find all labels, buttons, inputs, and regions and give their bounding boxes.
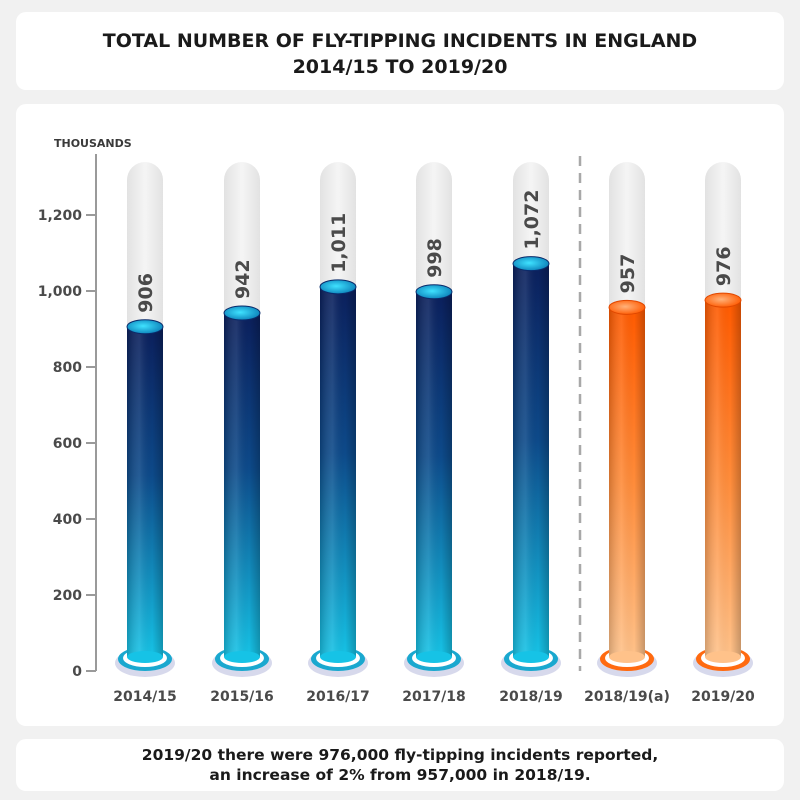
bar-1 bbox=[115, 162, 175, 677]
x-category-label: 2018/19(a) bbox=[584, 689, 670, 705]
bar-body-shading bbox=[127, 326, 163, 657]
bar-chart: THOUSANDS 0 200 400 600 800 1,000 1,200 906 2014… bbox=[38, 137, 755, 705]
summary-note-line-1: 2019/20 there were 976,000 fly-tipping i… bbox=[141, 746, 659, 764]
x-category-label: 2017/18 bbox=[402, 689, 466, 705]
y-tick-label: 0 bbox=[72, 664, 82, 680]
summary-note-panel: 2019/20 there were 976,000 fly-tipping i… bbox=[16, 739, 784, 791]
x-category-label: 2014/15 bbox=[113, 689, 177, 705]
bar-body-shading bbox=[416, 291, 452, 657]
bar-value-label: 957 bbox=[617, 254, 639, 294]
bar-value-label: 998 bbox=[424, 238, 446, 278]
y-tick-label: 600 bbox=[53, 436, 82, 452]
bar-value-label: 1,011 bbox=[328, 213, 350, 273]
bar-bottom-cap bbox=[705, 651, 741, 663]
chart-panel: THOUSANDS 0 200 400 600 800 1,000 1,200 906 2014… bbox=[16, 104, 784, 726]
bar-bottom-cap bbox=[224, 651, 260, 663]
bar-value-label: 976 bbox=[713, 246, 735, 286]
bar-3 bbox=[308, 162, 368, 677]
bar-top-cap bbox=[704, 292, 742, 308]
x-category-label: 2018/19 bbox=[499, 689, 563, 705]
bar-bottom-cap bbox=[513, 651, 549, 663]
x-category-label: 2019/20 bbox=[691, 689, 755, 705]
bar-5 bbox=[501, 162, 561, 677]
x-category-label: 2016/17 bbox=[306, 689, 370, 705]
chart-subtitle: 2014/15 TO 2019/20 bbox=[292, 56, 508, 78]
bar-top-cap bbox=[608, 299, 646, 315]
bar-body-shading bbox=[320, 286, 356, 657]
bar-value-label: 942 bbox=[232, 259, 254, 299]
bar-body-shading bbox=[705, 300, 741, 657]
summary-note-line-2: an increase of 2% from 957,000 in 2018/1… bbox=[209, 766, 591, 784]
bar-body-shading bbox=[513, 263, 549, 657]
bar-bottom-cap bbox=[127, 651, 163, 663]
bar-2 bbox=[212, 162, 272, 677]
bar-7 bbox=[693, 162, 753, 677]
bar-top-cap bbox=[223, 305, 261, 321]
bar-bottom-cap bbox=[320, 651, 356, 663]
bar-top-cap bbox=[126, 319, 164, 335]
bar-top-cap bbox=[415, 284, 453, 300]
y-tick-label: 800 bbox=[53, 360, 82, 376]
chart-title: TOTAL NUMBER OF FLY-TIPPING INCIDENTS IN… bbox=[102, 30, 698, 52]
bar-value-label: 906 bbox=[135, 273, 157, 313]
bar-body-shading bbox=[224, 313, 260, 657]
y-tick-label: 1,000 bbox=[38, 284, 83, 300]
x-category-label: 2015/16 bbox=[210, 689, 274, 705]
y-tick-label: 1,200 bbox=[38, 208, 83, 224]
bar-top-cap bbox=[319, 279, 357, 295]
y-axis-unit-label: THOUSANDS bbox=[54, 137, 132, 150]
y-tick-label: 200 bbox=[53, 588, 82, 604]
title-panel: TOTAL NUMBER OF FLY-TIPPING INCIDENTS IN… bbox=[16, 12, 784, 90]
y-tick-label: 400 bbox=[53, 512, 82, 528]
bar-top-cap bbox=[512, 256, 550, 272]
bar-bottom-cap bbox=[416, 651, 452, 663]
bar-value-label: 1,072 bbox=[521, 190, 543, 250]
bar-body-shading bbox=[609, 307, 645, 657]
bar-bottom-cap bbox=[609, 651, 645, 663]
bar-4 bbox=[404, 162, 464, 677]
bar-6 bbox=[597, 162, 657, 677]
